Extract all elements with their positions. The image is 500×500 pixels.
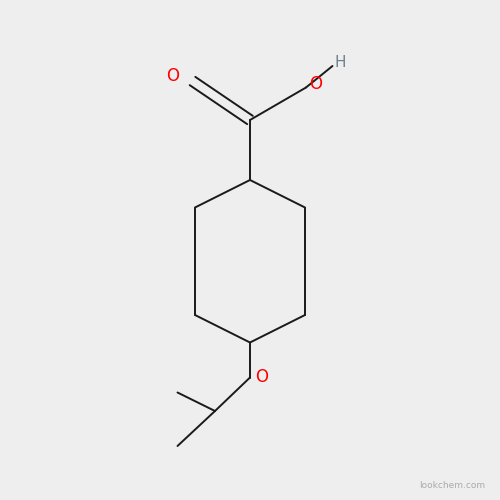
Text: lookchem.com: lookchem.com — [419, 481, 485, 490]
Text: O: O — [309, 75, 322, 93]
Text: O: O — [255, 368, 268, 386]
Text: O: O — [166, 67, 179, 85]
Text: H: H — [335, 55, 346, 70]
